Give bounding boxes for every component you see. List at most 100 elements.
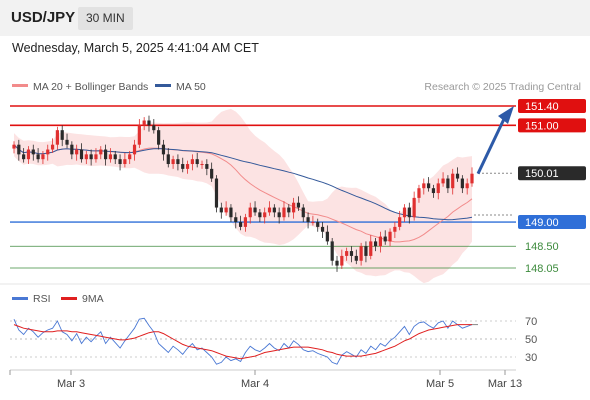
- candle-body: [330, 241, 334, 261]
- candle-body: [359, 246, 363, 261]
- candle-body: [292, 202, 296, 213]
- candle-body: [89, 154, 93, 160]
- level-tags: 151.40 151.00 150.01 149.00 148.50 148.05: [518, 99, 586, 275]
- candle-body: [195, 159, 199, 165]
- candle-body: [205, 164, 209, 169]
- candle-body: [470, 173, 474, 184]
- candle-body: [84, 154, 88, 160]
- candle-body: [210, 168, 214, 179]
- candle-body: [272, 207, 276, 213]
- rsi-legend: RSI 9MA: [12, 293, 104, 305]
- forecast-arrow-head: [498, 106, 514, 124]
- candle-body: [70, 144, 74, 155]
- candle-body: [31, 149, 35, 155]
- legend-label-ma20: MA 20 + Bollinger Bands: [33, 81, 148, 93]
- candle-body: [36, 154, 40, 160]
- candle-body: [345, 251, 349, 256]
- x-tick-label-3: Mar 13: [488, 378, 522, 390]
- level-tag-149-00: [518, 215, 586, 230]
- candle-body: [417, 188, 421, 198]
- candle-body: [147, 120, 151, 126]
- candle-body: [354, 255, 358, 261]
- candle-body: [79, 149, 84, 160]
- x-axis: Mar 3 Mar 4 Mar 5 Mar 13: [9, 369, 522, 390]
- candle-body: [26, 149, 31, 160]
- candle-body: [373, 241, 378, 247]
- candle-body: [243, 217, 248, 227]
- candle-body: [402, 207, 407, 218]
- legend-label-ma50: MA 50: [176, 81, 206, 93]
- candle-body: [50, 144, 55, 150]
- candle-body: [446, 178, 450, 189]
- legend-label-rsi: RSI: [33, 293, 51, 305]
- candle-body: [65, 139, 69, 145]
- candle-body: [46, 149, 50, 155]
- rsi-tick-70: 70: [525, 316, 537, 328]
- candle-body: [234, 217, 238, 223]
- candle-body: [128, 154, 132, 160]
- candle-body: [306, 217, 310, 223]
- candle-body: [113, 154, 117, 160]
- candle-body: [248, 207, 252, 218]
- candle-body: [161, 144, 166, 155]
- rsi-line: [13, 317, 473, 365]
- bollinger-band: [14, 108, 472, 284]
- candle-body: [166, 154, 170, 165]
- candle-body: [398, 217, 402, 227]
- candle-body: [287, 207, 291, 213]
- candle-body: [181, 164, 185, 169]
- candle-body: [55, 130, 59, 145]
- timeframe-button[interactable]: 30 MIN: [78, 7, 133, 30]
- candle-body: [460, 178, 464, 189]
- candle-body: [320, 226, 325, 232]
- candle-body: [190, 159, 194, 165]
- last-price-tag: [518, 166, 586, 181]
- candle-body: [455, 173, 460, 179]
- candle-body: [364, 246, 368, 256]
- rsi-tick-30: 30: [525, 352, 537, 364]
- candle-body: [41, 154, 45, 160]
- timestamp: Wednesday, March 5, 2025 4:41:04 AM CET: [12, 41, 259, 55]
- candle-body: [176, 159, 180, 165]
- legend-label-9ma: 9MA: [82, 293, 104, 305]
- source-credit: Research © 2025 Trading Central: [424, 81, 581, 93]
- candle-body: [219, 207, 223, 213]
- legend-swatch-ma50: [155, 84, 171, 87]
- candle-body: [422, 183, 426, 189]
- candle-body: [94, 154, 98, 160]
- level-label-149-00: 149.00: [525, 217, 559, 229]
- candle-body: [267, 207, 272, 213]
- rsi-pane: 70 50 30: [10, 316, 537, 365]
- candle-body: [258, 212, 262, 218]
- candle-body: [349, 251, 354, 256]
- candle-body: [277, 212, 281, 218]
- rsi-tick-50: 50: [525, 334, 537, 346]
- candle-body: [238, 222, 243, 227]
- candle-body: [185, 164, 190, 169]
- candle-body: [142, 120, 146, 126]
- x-tick-label-1: Mar 4: [241, 378, 269, 390]
- candle-body: [118, 159, 122, 165]
- legend-swatch-9ma: [61, 297, 77, 300]
- candle-body: [311, 222, 315, 224]
- bollinger-band-fill: [14, 108, 472, 284]
- legend-swatch-ma20: [12, 84, 28, 87]
- moving-averages: [13, 144, 473, 243]
- legend-swatch-rsi: [12, 297, 28, 300]
- candle-body: [99, 149, 103, 155]
- rsi-9ma-line: [13, 324, 472, 360]
- candle-body: [200, 164, 204, 166]
- candle-body: [132, 144, 137, 155]
- x-tick-label-2: Mar 5: [426, 378, 454, 390]
- level-label-148-05: 148.05: [525, 263, 559, 275]
- last-price-label: 150.01: [525, 168, 559, 180]
- candle-body: [335, 260, 339, 266]
- candle-body: [393, 226, 397, 232]
- candle-body: [383, 236, 387, 242]
- candle-body: [427, 183, 431, 189]
- candle-body: [152, 125, 156, 131]
- candle-body: [104, 149, 108, 160]
- candle-body: [431, 188, 436, 194]
- candles: [12, 115, 474, 272]
